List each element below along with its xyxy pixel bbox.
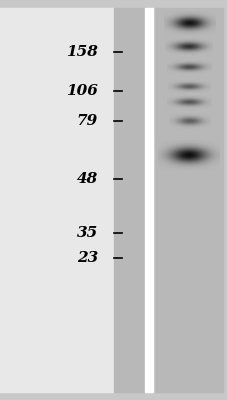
Text: 79: 79: [76, 114, 98, 128]
Text: 35: 35: [76, 226, 98, 240]
Bar: [154, 8, 222, 392]
Bar: [114, 8, 143, 392]
Bar: [144, 8, 152, 392]
Bar: [0, 8, 114, 392]
Text: 48: 48: [76, 172, 98, 186]
Text: 106: 106: [66, 84, 98, 98]
Text: 23: 23: [76, 250, 98, 265]
Text: 158: 158: [66, 45, 98, 59]
